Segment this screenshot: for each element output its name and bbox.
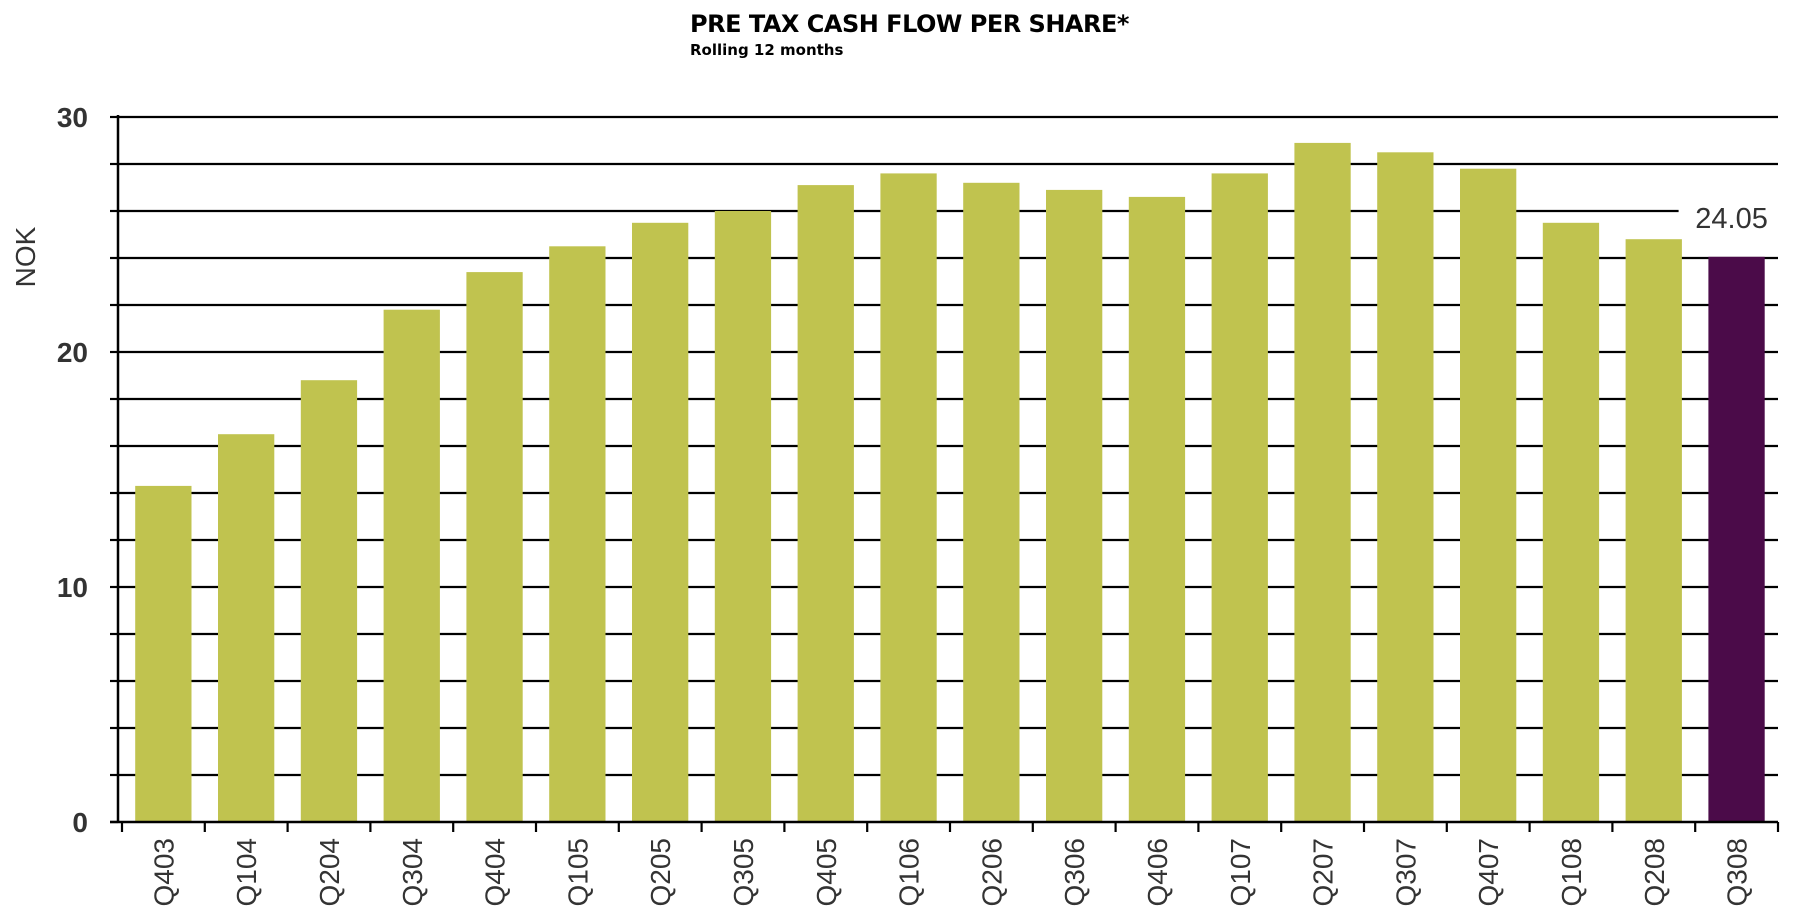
chart-title: PRE TAX CASH FLOW PER SHARE* — [690, 10, 1129, 38]
x-tick-label: Q307 — [1390, 838, 1421, 907]
x-tick-label: Q308 — [1722, 838, 1753, 907]
data-label: 24.05 — [1695, 203, 1768, 235]
grid-lines — [118, 115, 1778, 777]
bar-q307 — [1377, 152, 1434, 823]
bar-q204 — [300, 380, 358, 822]
bar-q104 — [218, 434, 275, 822]
x-tick-label: Q106 — [894, 838, 925, 907]
bar-q404 — [466, 272, 523, 823]
x-tick-label: Q407 — [1473, 838, 1504, 907]
x-tick-label: Q405 — [811, 838, 842, 907]
x-tick-label: Q305 — [728, 838, 759, 907]
bar-q406 — [1128, 196, 1186, 822]
axes — [110, 115, 1780, 832]
y-tick-label: 10 — [57, 572, 88, 603]
bar-q205 — [632, 222, 689, 823]
y-tick-label: 20 — [57, 337, 88, 368]
bar-q308 — [1708, 256, 1765, 822]
chart-subtitle: Rolling 12 months — [690, 41, 844, 59]
x-tick-label: Q207 — [1308, 838, 1339, 907]
bar-q208 — [1625, 239, 1682, 822]
y-tick-label: 30 — [57, 102, 88, 133]
x-tick-label: Q204 — [314, 838, 345, 907]
x-tick-label: Q208 — [1639, 838, 1670, 907]
y-tick-label: 0 — [72, 807, 88, 838]
x-tick-label: Q403 — [148, 838, 179, 907]
bar-q304 — [383, 309, 440, 822]
bars — [135, 142, 1765, 823]
x-tick-label: Q304 — [397, 838, 428, 907]
x-tick-label: Q306 — [1059, 838, 1090, 907]
x-tick-label: Q404 — [480, 838, 511, 907]
bar-q305 — [714, 211, 772, 822]
bar-q106 — [880, 173, 937, 822]
bar-q306 — [1046, 189, 1103, 822]
x-tick-label: Q206 — [976, 838, 1007, 907]
bar-q107 — [1211, 173, 1268, 822]
x-tick-label: Q108 — [1556, 838, 1587, 907]
bar-q407 — [1460, 168, 1517, 822]
bar-q105 — [549, 246, 606, 823]
x-tick-label: Q107 — [1225, 838, 1256, 907]
bar-q108 — [1542, 222, 1600, 823]
data-label-background — [1678, 196, 1794, 237]
x-tick-label: Q205 — [645, 838, 676, 907]
labels: 0 10 20 30 Q403 Q104 Q204 Q304 Q404 Q105 Q205 Q305 Q… — [57, 102, 1794, 907]
bar-q405 — [797, 185, 854, 823]
x-tick-label: Q104 — [231, 838, 262, 907]
bar-q207 — [1294, 142, 1351, 822]
bar-q403 — [135, 485, 192, 822]
x-tick-label: Q105 — [562, 838, 593, 907]
x-tick-label: Q406 — [1142, 838, 1173, 907]
bar-q206 — [963, 182, 1020, 823]
